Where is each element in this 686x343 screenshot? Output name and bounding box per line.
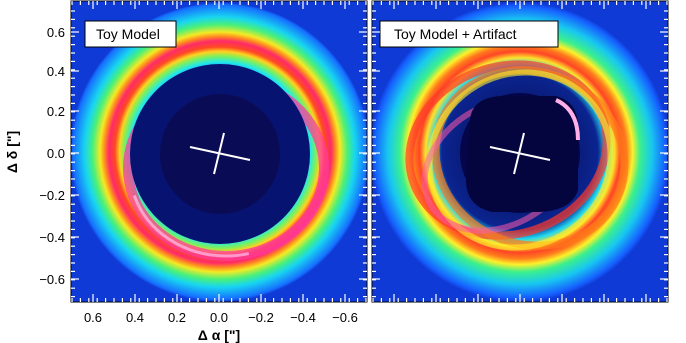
- x-tick-labels: 0.6 0.4 0.2 0.0 −0.2 −0.4 −0.6: [84, 310, 358, 325]
- panel-left: [71, 1, 367, 302]
- y-tick-label: −0.6: [39, 272, 65, 287]
- crosshair-right-line-b: [513, 132, 525, 175]
- y-tick-label: 0.6: [47, 25, 65, 40]
- axis-ticks: [71, 1, 668, 302]
- y-axis-title: Δ δ ["]: [4, 131, 20, 173]
- y-tick-labels: 0.6 0.4 0.2 0.0 −0.2 −0.4 −0.6: [39, 25, 65, 287]
- panel-left-label: Toy Model: [96, 26, 160, 42]
- x-axis-title: Δ α ["]: [198, 327, 240, 343]
- panel-left-label-box: Toy Model: [84, 20, 177, 48]
- crosshair-line-b: [213, 132, 225, 175]
- x-tick-label: −0.6: [332, 310, 358, 325]
- y-tick-label: −0.4: [39, 230, 65, 245]
- panel-right-label-box: Toy Model + Artifact: [379, 20, 559, 48]
- x-tick-label: −0.2: [248, 310, 274, 325]
- crescent-highlight: [128, 82, 324, 258]
- y-tick-label: 0.2: [47, 104, 65, 119]
- x-tick-label: 0.6: [84, 310, 102, 325]
- panel-right: [372, 1, 668, 302]
- panel-right-label: Toy Model + Artifact: [394, 26, 517, 42]
- y-tick-label: 0.4: [47, 64, 65, 79]
- artifact-edge: [555, 98, 580, 141]
- x-tick-label: 0.4: [126, 310, 144, 325]
- x-tick-label: −0.4: [290, 310, 316, 325]
- x-tick-label: 0.0: [210, 310, 228, 325]
- swirl-arc-3: [426, 69, 614, 251]
- y-tick-label: −0.2: [39, 188, 65, 203]
- x-tick-label: 0.2: [168, 310, 186, 325]
- y-tick-label: 0.0: [47, 146, 65, 161]
